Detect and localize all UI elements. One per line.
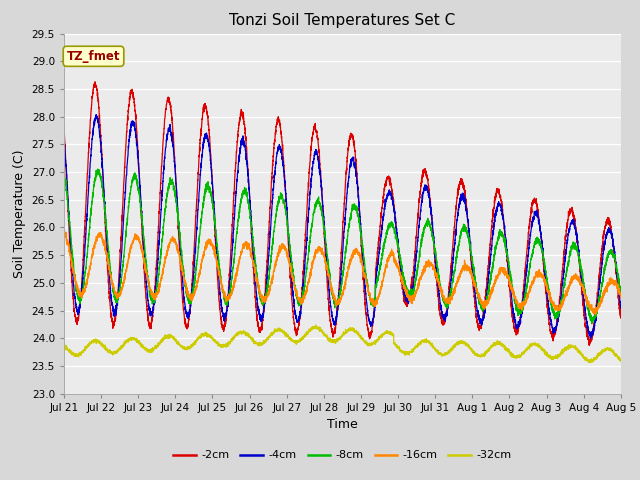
-16cm [102,249,109,255]
Line: -8cm: -8cm [64,169,621,324]
X-axis label: Time: Time [327,418,358,431]
-8cm [93,166,101,172]
Y-axis label: Soil Temperature (C): Soil Temperature (C) [13,149,26,278]
-16cm [585,302,593,308]
Line: -16cm: -16cm [64,231,621,314]
-16cm [67,252,74,258]
-32cm [67,349,74,355]
-4cm [586,336,594,342]
-32cm [129,336,136,342]
-16cm [60,230,68,236]
-4cm [67,233,74,239]
-8cm [617,288,625,294]
-4cm [60,134,68,140]
-2cm [102,234,109,240]
-16cm [129,241,136,247]
Line: -4cm: -4cm [64,115,621,339]
-2cm [237,109,245,115]
-8cm [312,205,319,211]
-32cm [585,358,593,363]
Legend: -2cm, -4cm, -8cm, -16cm, -32cm: -2cm, -4cm, -8cm, -16cm, -32cm [169,446,516,465]
-8cm [102,218,109,224]
-32cm [617,358,625,364]
-2cm [586,343,593,348]
-8cm [60,169,68,175]
Title: Tonzi Soil Temperatures Set C: Tonzi Soil Temperatures Set C [229,13,456,28]
-4cm [129,120,136,126]
-2cm [67,250,74,256]
-16cm [592,312,600,317]
-32cm [586,360,594,366]
-2cm [60,122,68,128]
-4cm [585,331,593,336]
-8cm [585,308,593,313]
-8cm [67,226,74,231]
-32cm [312,322,319,328]
-4cm [92,112,100,118]
-32cm [60,341,68,347]
-4cm [102,220,109,226]
-8cm [129,179,136,185]
Line: -2cm: -2cm [64,82,621,346]
-32cm [312,324,319,330]
-2cm [585,336,593,341]
-2cm [129,89,136,95]
-32cm [102,345,109,351]
-16cm [312,247,319,253]
-2cm [92,79,99,85]
-2cm [617,315,625,321]
-16cm [617,294,625,300]
Line: -32cm: -32cm [64,325,621,363]
Text: TZ_fmet: TZ_fmet [67,50,120,63]
-4cm [237,139,245,145]
-16cm [60,228,68,234]
-16cm [237,251,245,256]
-4cm [312,150,319,156]
-8cm [237,197,245,203]
-2cm [312,128,319,133]
-8cm [588,321,596,327]
-32cm [237,329,245,335]
-4cm [617,305,625,311]
